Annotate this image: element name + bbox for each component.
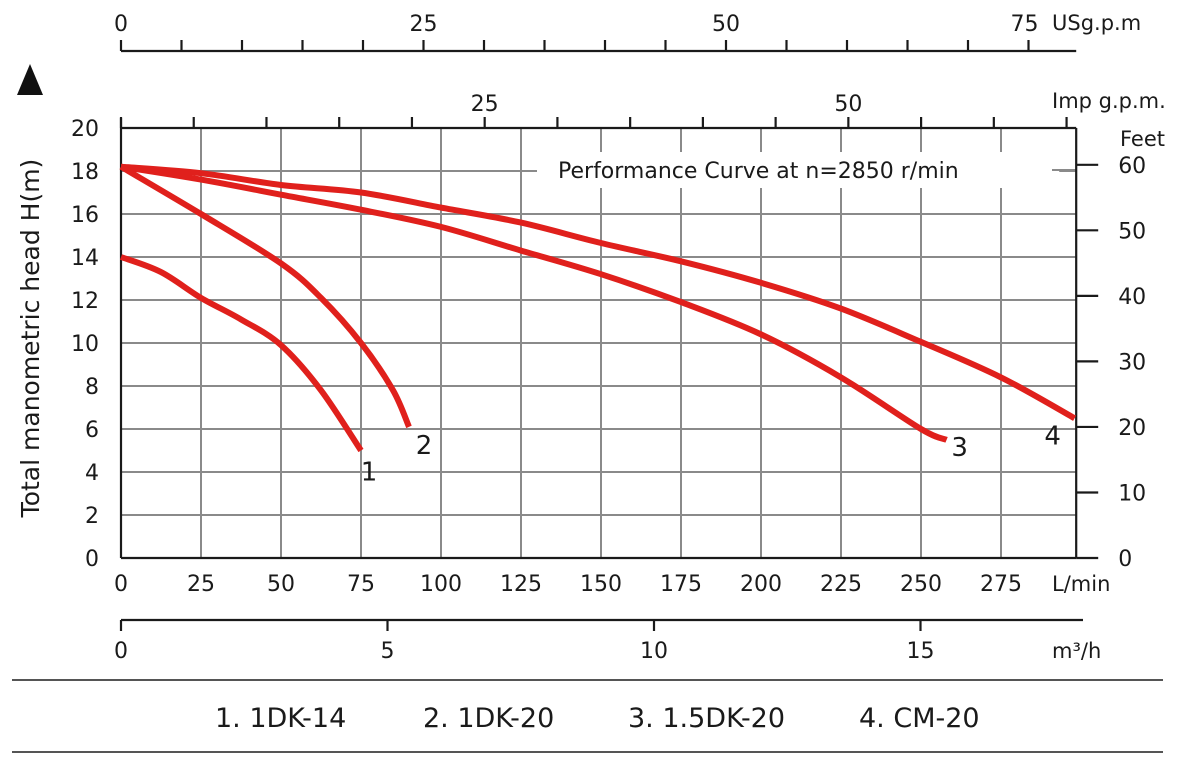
x-axis-unit: L/min	[1052, 572, 1110, 596]
m3h-tick-label: 15	[907, 639, 935, 664]
imp-axis-unit: Imp g.p.m.	[1052, 89, 1166, 113]
feet-tick-label: 40	[1118, 285, 1146, 310]
y-tick-label: 14	[71, 246, 99, 271]
x-tick-label: 250	[900, 572, 942, 597]
y-tick-label: 10	[71, 332, 99, 357]
legend-item: 2. 1DK-20	[423, 703, 554, 734]
feet-tick-label: 50	[1118, 219, 1146, 244]
y-tick-label: 20	[71, 117, 99, 142]
usgpm-tick-label: 25	[410, 12, 438, 37]
curve-1-5dk-20	[120, 163, 948, 443]
x-tick-label: 275	[980, 572, 1022, 597]
x-tick-label: 175	[660, 572, 702, 597]
feet-tick-label: 60	[1118, 154, 1146, 179]
y-tick-label: 16	[71, 203, 99, 228]
y-axis-title: Total manometric head H(m)	[16, 159, 45, 519]
title-background	[537, 152, 1060, 188]
feet-tick-label: 0	[1118, 547, 1132, 572]
feet-tick-label: 30	[1118, 350, 1146, 375]
legend-item: 1. 1DK-14	[215, 703, 346, 734]
y-tick-label: 2	[85, 504, 99, 529]
curve-1dk-20	[119, 164, 412, 429]
x-tick-label: 50	[267, 572, 295, 597]
imp-tick-label: 50	[834, 92, 862, 117]
legend-item: 4. CM-20	[859, 703, 980, 734]
legend-item: 3. 1.5DK-20	[628, 703, 785, 734]
chart-title: Performance Curve at n=2850 r/min	[558, 159, 959, 184]
up-arrow-icon	[17, 64, 43, 95]
curve-number-label: 2	[416, 431, 433, 461]
usgpm-tick-label: 50	[712, 12, 740, 37]
y-tick-label: 6	[85, 418, 99, 443]
legend: 1. 1DK-14 2. 1DK-20 3. 1.5DK-20 4. CM-20	[215, 703, 980, 734]
x-tick-label: 75	[347, 572, 375, 597]
usgpm-tick-label: 75	[1011, 12, 1039, 37]
y-tick-label: 8	[85, 375, 99, 400]
usgpm-tick-label: 0	[114, 12, 128, 37]
curve-number-label: 4	[1044, 421, 1061, 451]
usgpm-axis-unit: USg.p.m	[1052, 11, 1141, 35]
curve-cm-20	[120, 163, 1077, 421]
x-tick-label: 100	[420, 572, 462, 597]
feet-tick-label: 20	[1118, 416, 1146, 441]
curve-number-label: 1	[361, 458, 378, 488]
y-tick-label: 4	[85, 461, 99, 486]
x-tick-label: 0	[114, 572, 128, 597]
curve-1dk-14	[119, 254, 364, 453]
m3h-tick-label: 5	[381, 639, 395, 664]
m3h-tick-label: 0	[114, 639, 128, 664]
x-tick-label: 25	[187, 572, 215, 597]
y-tick-label: 18	[71, 160, 99, 185]
feet-tick-label: 10	[1118, 481, 1146, 506]
feet-axis-unit: Feet	[1120, 127, 1165, 151]
m3h-tick-label: 10	[640, 639, 668, 664]
curves	[119, 163, 1077, 453]
x-tick-label: 225	[820, 572, 862, 597]
y-tick-label: 0	[85, 547, 99, 572]
x-tick-label: 125	[500, 572, 542, 597]
x-tick-label: 150	[580, 572, 622, 597]
x-tick-label: 200	[740, 572, 782, 597]
y-tick-label: 12	[71, 289, 99, 314]
axes	[119, 40, 1099, 631]
imp-tick-label: 25	[471, 92, 499, 117]
m3h-axis-unit: m³/h	[1052, 639, 1101, 663]
curve-number-label: 3	[951, 433, 968, 463]
